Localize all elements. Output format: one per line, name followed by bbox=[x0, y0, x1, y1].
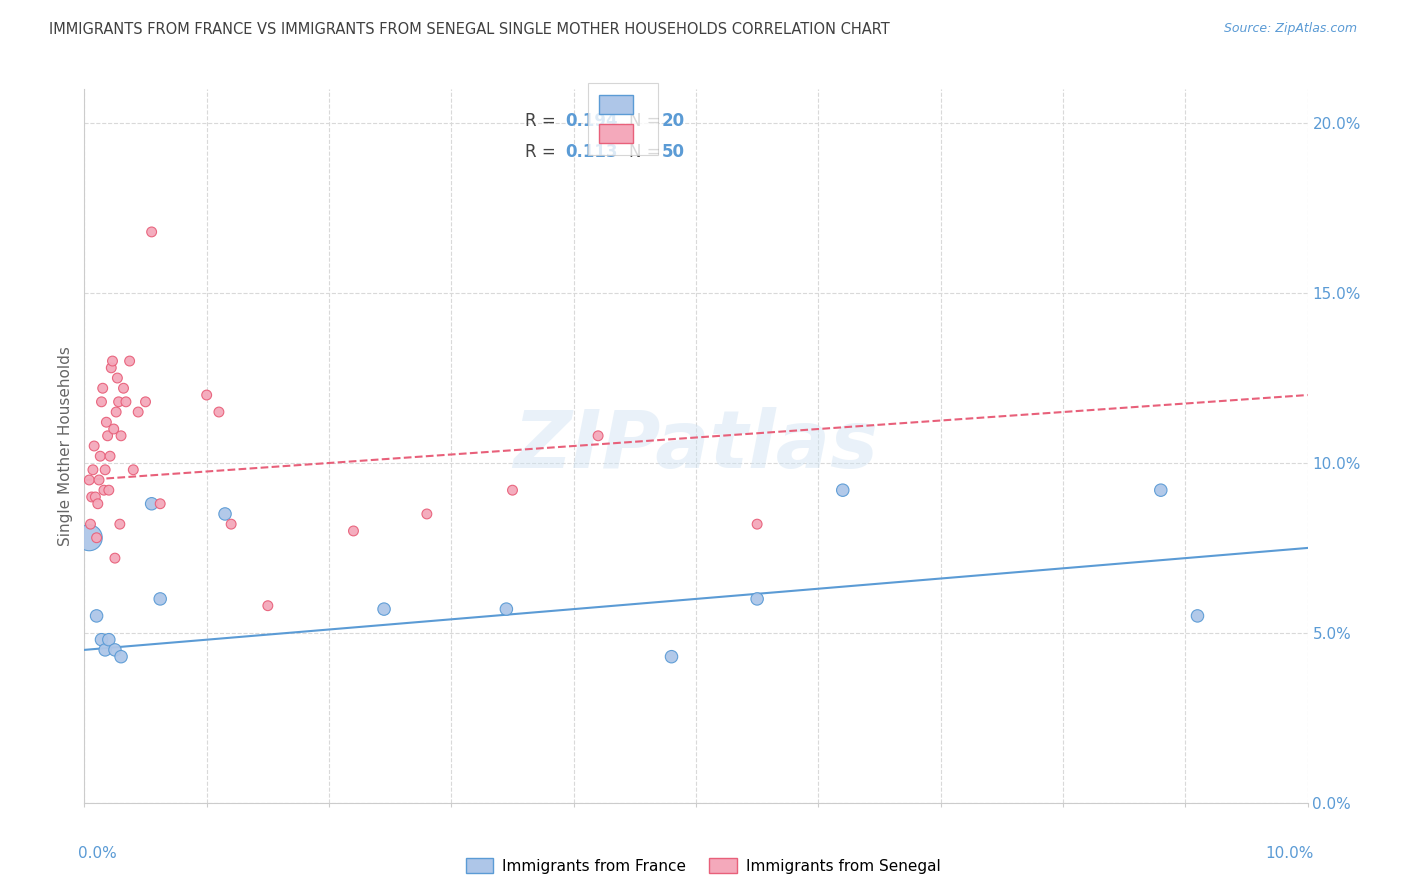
Point bbox=[118, 354, 141, 368]
Point bbox=[502, 483, 524, 498]
Point bbox=[97, 429, 120, 443]
Text: IMMIGRANTS FROM FRANCE VS IMMIGRANTS FROM SENEGAL SINGLE MOTHER HOUSEHOLDS CORRE: IMMIGRANTS FROM FRANCE VS IMMIGRANTS FRO… bbox=[49, 22, 890, 37]
Point bbox=[149, 497, 172, 511]
Point bbox=[84, 490, 107, 504]
Point bbox=[122, 463, 145, 477]
Point bbox=[135, 394, 157, 409]
Text: N =: N = bbox=[628, 143, 665, 161]
Point bbox=[105, 405, 128, 419]
Point bbox=[80, 490, 103, 504]
Point bbox=[257, 599, 280, 613]
Point bbox=[115, 394, 138, 409]
Point bbox=[219, 517, 242, 532]
Legend: , : , bbox=[588, 83, 658, 155]
Point bbox=[87, 473, 110, 487]
Point bbox=[149, 591, 172, 606]
Point bbox=[1187, 608, 1209, 623]
Point bbox=[141, 225, 163, 239]
Point bbox=[97, 632, 120, 647]
Point bbox=[108, 517, 131, 532]
Point bbox=[107, 394, 129, 409]
Point bbox=[98, 449, 121, 463]
Point bbox=[103, 422, 125, 436]
Point bbox=[90, 394, 112, 409]
Point bbox=[141, 497, 163, 511]
Text: 0.0%: 0.0% bbox=[79, 846, 117, 861]
Point bbox=[90, 632, 112, 647]
Text: 0.113: 0.113 bbox=[565, 143, 617, 161]
Text: R =: R = bbox=[524, 112, 561, 130]
Point bbox=[747, 591, 769, 606]
Text: ZIPatlas: ZIPatlas bbox=[513, 407, 879, 485]
Point bbox=[747, 517, 769, 532]
Point bbox=[105, 371, 128, 385]
Point bbox=[104, 551, 127, 566]
Point bbox=[94, 463, 117, 477]
Text: 0.194: 0.194 bbox=[565, 112, 617, 130]
Point bbox=[342, 524, 364, 538]
Point bbox=[104, 643, 127, 657]
Point bbox=[373, 602, 395, 616]
Point bbox=[208, 405, 231, 419]
Point bbox=[94, 643, 117, 657]
Text: R =: R = bbox=[524, 143, 561, 161]
Point bbox=[77, 531, 100, 545]
Y-axis label: Single Mother Households: Single Mother Households bbox=[58, 346, 73, 546]
Point bbox=[831, 483, 853, 498]
Point bbox=[661, 649, 683, 664]
Point bbox=[112, 381, 135, 395]
Point bbox=[83, 439, 105, 453]
Text: 10.0%: 10.0% bbox=[1265, 846, 1313, 861]
Point bbox=[101, 354, 124, 368]
Text: 50: 50 bbox=[662, 143, 685, 161]
Point bbox=[110, 429, 132, 443]
Point bbox=[97, 483, 120, 498]
Point bbox=[87, 497, 110, 511]
Point bbox=[91, 381, 114, 395]
Text: Source: ZipAtlas.com: Source: ZipAtlas.com bbox=[1223, 22, 1357, 36]
Point bbox=[93, 483, 115, 498]
Legend: Immigrants from France, Immigrants from Senegal: Immigrants from France, Immigrants from … bbox=[460, 852, 946, 880]
Point bbox=[214, 507, 236, 521]
Point bbox=[89, 449, 111, 463]
Point bbox=[79, 517, 101, 532]
Point bbox=[100, 360, 122, 375]
Point bbox=[127, 405, 149, 419]
Point bbox=[86, 608, 108, 623]
Point bbox=[416, 507, 439, 521]
Point bbox=[495, 602, 517, 616]
Point bbox=[1150, 483, 1173, 498]
Point bbox=[96, 415, 118, 429]
Text: N =: N = bbox=[628, 112, 665, 130]
Text: 20: 20 bbox=[662, 112, 685, 130]
Point bbox=[77, 473, 100, 487]
Point bbox=[110, 649, 132, 664]
Point bbox=[195, 388, 218, 402]
Point bbox=[586, 429, 609, 443]
Point bbox=[82, 463, 104, 477]
Point bbox=[86, 531, 108, 545]
